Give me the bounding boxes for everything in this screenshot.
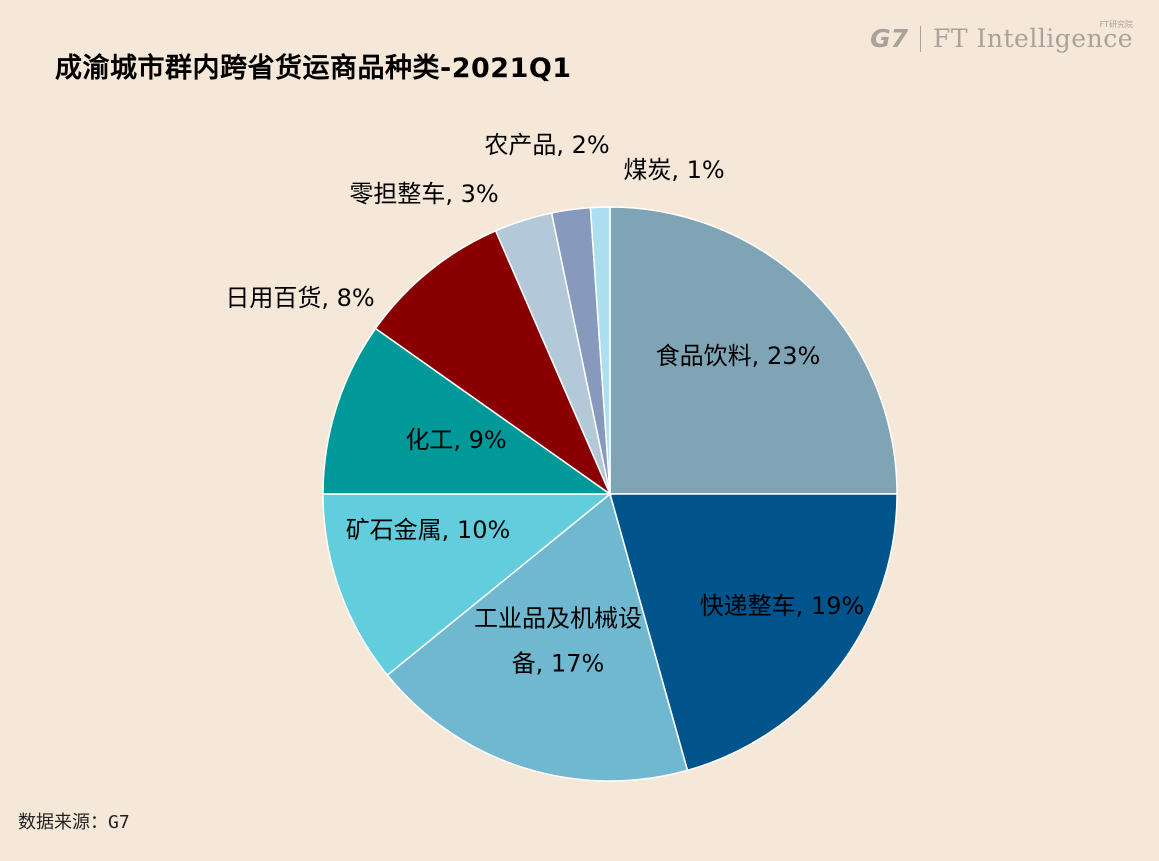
pie-slice (609, 206, 898, 495)
pie-slice (322, 327, 613, 495)
slice-label: 矿石金属, 10% (346, 516, 511, 544)
slice-label-line: 备, 17% (512, 650, 605, 678)
pie-slice (322, 493, 613, 677)
logo-divider (920, 26, 922, 52)
slice-label: 零担整车, 3% (349, 180, 498, 208)
slice-label-line: 日用百货, 8% (225, 284, 374, 312)
slice-label-line: 食品饮料, 23% (656, 342, 821, 370)
pie-slice (589, 206, 611, 495)
brand-logo: G7 FT Intelligence FT研究院 (870, 20, 1133, 56)
ft-logo-text: FT Intelligence (933, 24, 1133, 53)
ft-logo-cn-text: FT研究院 (1099, 20, 1133, 29)
pie-slice (386, 492, 689, 782)
slice-label: 食品饮料, 23% (656, 342, 821, 370)
chart-title: 成渝城市群内跨省货运商品种类-2021Q1 (55, 53, 572, 84)
slice-label: 化工, 9% (405, 426, 506, 454)
slice-label-line: 煤炭, 1% (623, 156, 724, 184)
slice-label-line: 零担整车, 3% (349, 180, 498, 208)
slice-label: 农产品, 2% (484, 131, 609, 159)
slice-label-line: 快递整车, 19% (700, 592, 865, 620)
slice-label: 快递整车, 19% (700, 592, 865, 620)
slice-label-line: 工业品及机械设 (474, 605, 642, 633)
g7-logo: G7 (870, 24, 909, 53)
slice-label: 煤炭, 1% (623, 156, 724, 184)
slice-label: 日用百货, 8% (225, 284, 374, 312)
pie-slice (609, 493, 898, 772)
slice-label-line: 化工, 9% (405, 426, 506, 454)
slice-label-line: 农产品, 2% (484, 131, 609, 159)
slice-label-line: 矿石金属, 10% (346, 516, 511, 544)
pie-slice (374, 229, 612, 497)
slice-label: 工业品及机械设备, 17% (474, 605, 642, 678)
ft-intelligence-logo: FT Intelligence FT研究院 (933, 20, 1133, 56)
source-note: 数据来源：G7 (18, 812, 130, 833)
